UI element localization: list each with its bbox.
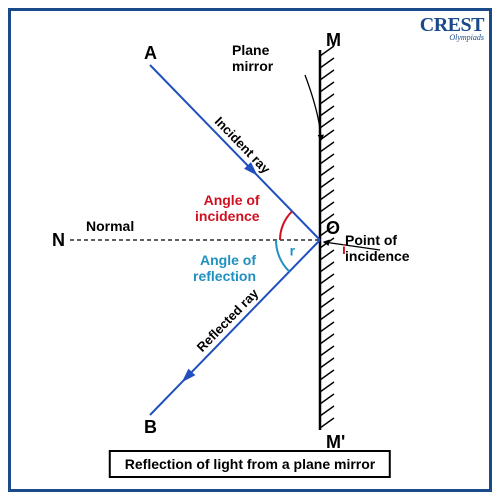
label-a: A	[144, 43, 157, 63]
caption-box: Reflection of light from a plane mirror	[109, 450, 391, 478]
label-n: N	[52, 230, 65, 250]
label-m-top: M	[326, 30, 341, 50]
label-point-of-incidence: Point ofincidence	[345, 232, 410, 264]
mirror-pointer-curve	[305, 75, 321, 140]
angle-incidence-arc	[280, 211, 292, 240]
label-o: O	[326, 218, 340, 238]
label-angle-r: r	[290, 243, 296, 259]
label-reflected-ray: Reflected ray	[194, 285, 262, 355]
caption-text: Reflection of light from a plane mirror	[125, 456, 375, 472]
angle-reflection-arc	[276, 240, 289, 272]
reflection-diagram: A B N O M M' i r Incident ray Reflected …	[0, 0, 500, 500]
label-normal: Normal	[86, 218, 134, 234]
label-b: B	[144, 417, 157, 437]
label-plane-mirror: Planemirror	[232, 42, 273, 74]
label-incident-ray: Incident ray	[212, 114, 274, 177]
label-angle-reflection: Angle ofreflection	[193, 252, 256, 284]
label-angle-incidence: Angle ofincidence	[195, 192, 260, 224]
label-m-bottom: M'	[326, 432, 345, 452]
